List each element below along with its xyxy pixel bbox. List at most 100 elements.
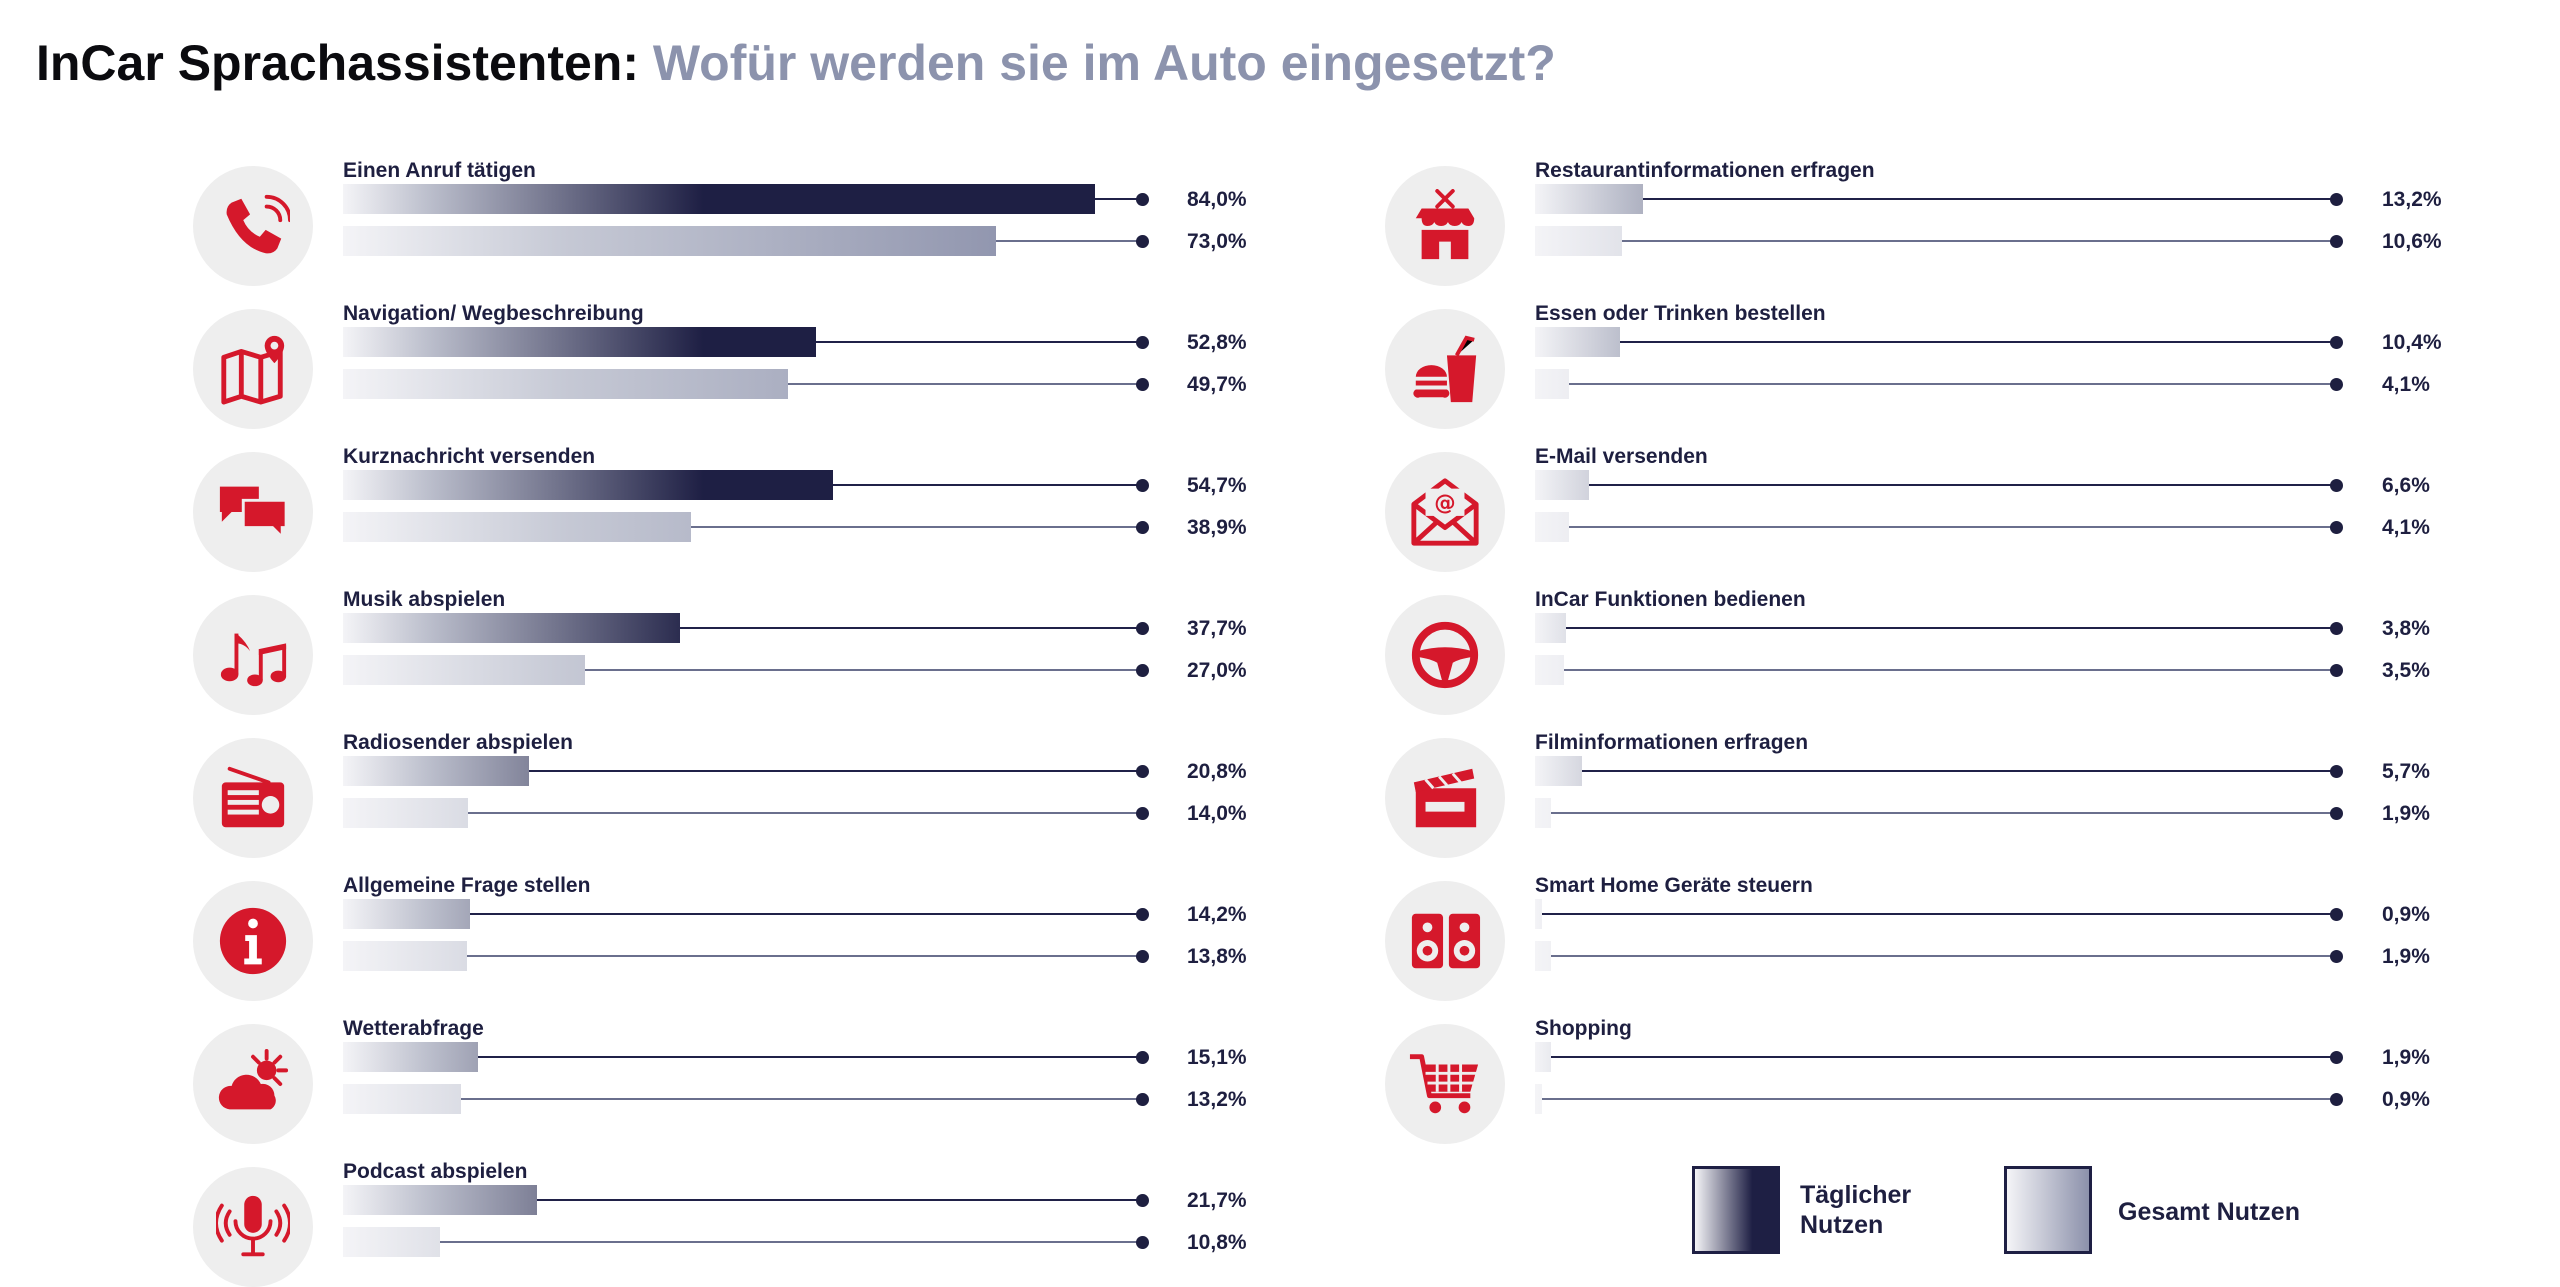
- steering-wheel-icon: [1411, 621, 1479, 689]
- music-icon: [220, 633, 287, 687]
- category-icon-wrap: [1385, 166, 1505, 286]
- category-label: InCar Funktionen bedienen: [1535, 588, 1806, 611]
- bar-total: [1535, 941, 1551, 971]
- bar-total: [343, 798, 469, 828]
- category-label: E-Mail versenden: [1535, 445, 1708, 468]
- bar-total: [343, 369, 788, 399]
- bar-total: [1535, 798, 1551, 828]
- bar-total: [1535, 226, 1622, 256]
- value-label-total: 1,9%: [2382, 945, 2430, 968]
- category-icon-wrap: [193, 738, 313, 858]
- endpoint-dot-total: [1136, 807, 1149, 820]
- bar-total: [343, 655, 585, 685]
- value-label-daily: 5,7%: [2382, 760, 2430, 783]
- track-total: [343, 669, 1142, 671]
- bar-total: [343, 512, 692, 542]
- value-label-total: 3,5%: [2382, 659, 2430, 682]
- value-label-daily: 3,8%: [2382, 617, 2430, 640]
- category-icon-wrap: [1385, 738, 1505, 858]
- value-label-total: 10,6%: [2382, 230, 2442, 253]
- category-icon-wrap: [193, 1024, 313, 1144]
- category-icon-wrap: [1385, 309, 1505, 429]
- value-label-total: 10,8%: [1187, 1231, 1247, 1254]
- phone-icon: [226, 194, 290, 254]
- endpoint-dot-total: [2330, 807, 2343, 820]
- bar-daily: [343, 899, 471, 929]
- track-total: [343, 1241, 1142, 1243]
- value-label-daily: 13,2%: [2382, 188, 2442, 211]
- value-label-daily: 54,7%: [1187, 474, 1247, 497]
- weather-icon: [218, 1048, 289, 1110]
- endpoint-dot-daily: [2330, 336, 2343, 349]
- endpoint-dot-total: [1136, 235, 1149, 248]
- track-total: [1535, 526, 2336, 528]
- endpoint-dot-daily: [1136, 765, 1149, 778]
- endpoint-dot-total: [1136, 378, 1149, 391]
- category-label: Essen oder Trinken bestellen: [1535, 302, 1826, 325]
- category-icon-wrap: [193, 1167, 313, 1287]
- value-label-total: 4,1%: [2382, 373, 2430, 396]
- value-label-total: 38,9%: [1187, 516, 1247, 539]
- shopping-cart-icon: [1409, 1054, 1479, 1114]
- endpoint-dot-daily: [1136, 479, 1149, 492]
- endpoint-dot-daily: [1136, 336, 1149, 349]
- track-total: [343, 955, 1142, 957]
- bar-daily: [1535, 756, 1582, 786]
- endpoint-dot-daily: [2330, 908, 2343, 921]
- endpoint-dot-daily: [1136, 622, 1149, 635]
- track-daily: [343, 627, 1142, 629]
- value-label-daily: 37,7%: [1187, 617, 1247, 640]
- bar-daily: [343, 613, 681, 643]
- category-label: Musik abspielen: [343, 588, 506, 611]
- endpoint-dot-total: [2330, 235, 2343, 248]
- bar-daily: [343, 327, 816, 357]
- track-daily: [1535, 341, 2336, 343]
- chat-icon: [219, 486, 288, 541]
- value-label-total: 13,8%: [1187, 945, 1247, 968]
- svg-text:@: @: [1434, 491, 1455, 516]
- bar-daily: [343, 1042, 479, 1072]
- track-total: [1535, 383, 2336, 385]
- category-icon-wrap: [1385, 881, 1505, 1001]
- endpoint-dot-daily: [2330, 1051, 2343, 1064]
- category-icon-wrap: [193, 309, 313, 429]
- value-label-daily: 20,8%: [1187, 760, 1247, 783]
- track-total: [1535, 1098, 2336, 1100]
- category-label: Kurznachricht versenden: [343, 445, 596, 468]
- track-daily: [1535, 198, 2336, 200]
- category-label: Einen Anruf tätigen: [343, 159, 536, 182]
- bar-daily: [1535, 327, 1621, 357]
- category-label: Podcast abspielen: [343, 1160, 528, 1183]
- endpoint-dot-daily: [1136, 1194, 1149, 1207]
- speaker-icon: [1411, 913, 1481, 969]
- bar-total: [343, 226, 997, 256]
- restaurant-icon: [1415, 189, 1475, 260]
- track-total: [1535, 812, 2336, 814]
- value-label-total: 13,2%: [1187, 1088, 1247, 1111]
- endpoint-dot-total: [1136, 1093, 1149, 1106]
- bar-daily: [343, 1185, 538, 1215]
- category-label: Shopping: [1535, 1017, 1632, 1040]
- track-total: [343, 1098, 1142, 1100]
- bar-total: [1535, 369, 1569, 399]
- value-label-daily: 15,1%: [1187, 1046, 1247, 1069]
- endpoint-dot-daily: [2330, 622, 2343, 635]
- endpoint-dot-total: [1136, 1236, 1149, 1249]
- bar-total: [1535, 1084, 1543, 1114]
- value-label-daily: 1,9%: [2382, 1046, 2430, 1069]
- track-daily: [1535, 627, 2336, 629]
- category-icon-wrap: [1385, 1024, 1505, 1144]
- category-label: Restaurantinformationen erfragen: [1535, 159, 1875, 182]
- legend-label-total: Gesamt Nutzen: [2118, 1198, 2300, 1226]
- value-label-daily: 6,6%: [2382, 474, 2430, 497]
- track-total: [1535, 240, 2336, 242]
- value-label-total: 0,9%: [2382, 1088, 2430, 1111]
- clapperboard-icon: [1413, 768, 1477, 828]
- track-daily: [343, 1056, 1142, 1058]
- track-daily: [343, 913, 1142, 915]
- value-label-daily: 14,2%: [1187, 903, 1247, 926]
- value-label-daily: 84,0%: [1187, 188, 1247, 211]
- value-label-total: 73,0%: [1187, 230, 1247, 253]
- category-label: Smart Home Geräte steuern: [1535, 874, 1813, 897]
- email-icon: @: [1411, 478, 1479, 546]
